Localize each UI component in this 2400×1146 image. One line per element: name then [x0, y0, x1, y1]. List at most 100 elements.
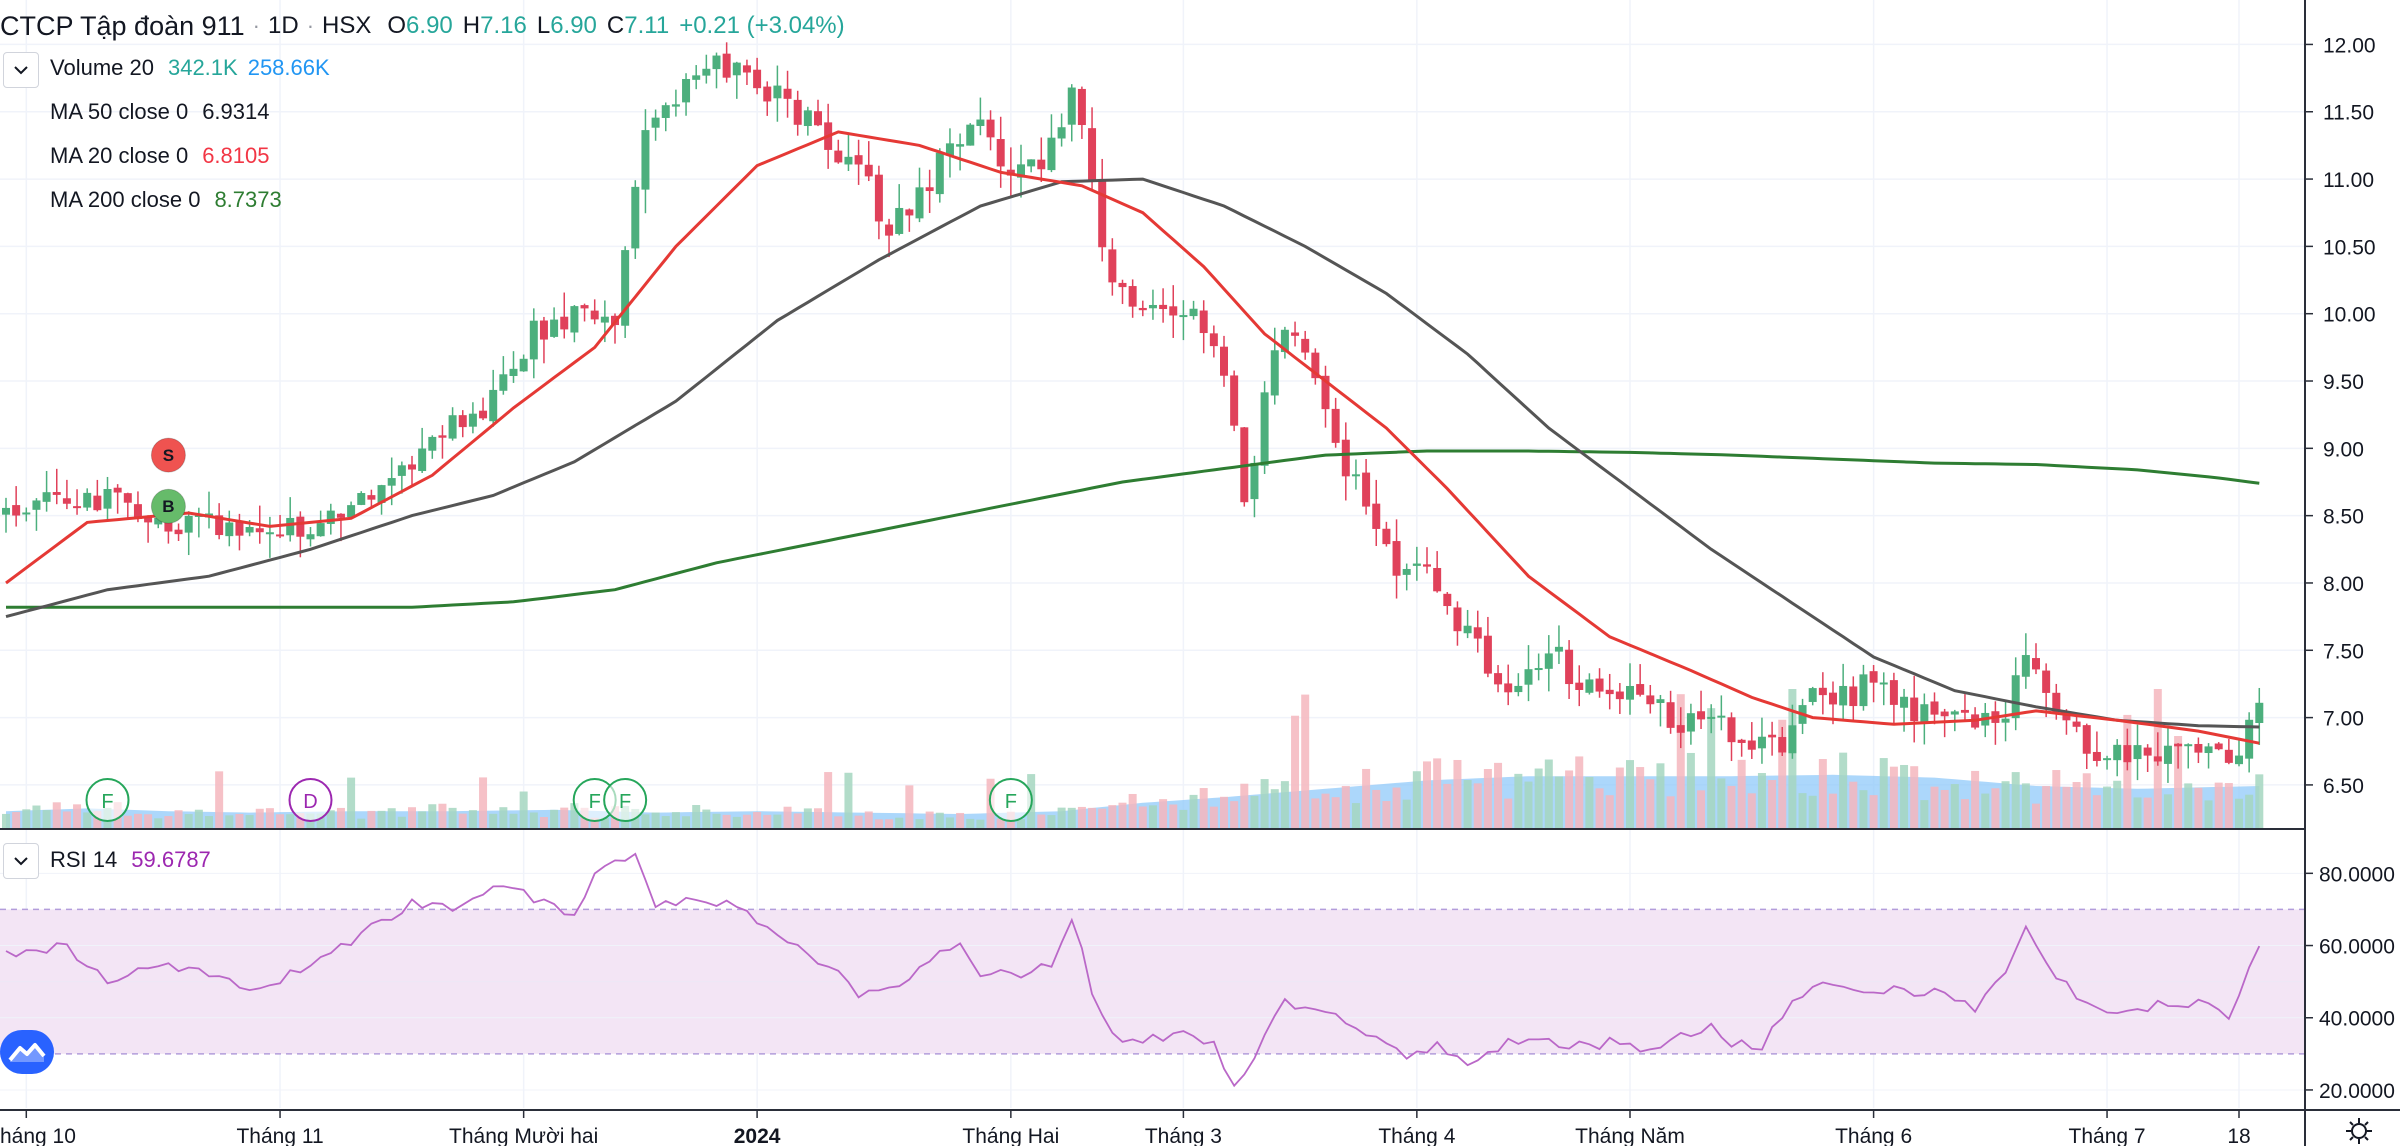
volume-bar — [1991, 788, 2000, 828]
volume-bar — [1473, 783, 1482, 828]
candle-body — [2, 507, 10, 515]
price-tick-label: 7.00 — [2323, 708, 2364, 731]
candle-body — [732, 62, 741, 76]
volume-bar — [1067, 807, 1076, 828]
legend-ma20[interactable]: MA 20 close 0 6.8105 — [50, 136, 269, 176]
candle-body — [529, 320, 538, 360]
price-tick-label: 9.50 — [2323, 371, 2364, 394]
volume-bar — [336, 807, 345, 828]
volume-bar — [1077, 806, 1086, 828]
volume-bar — [1737, 759, 1746, 828]
candle-body — [1707, 716, 1716, 719]
volume-bar — [1240, 783, 1249, 828]
signal-marker-label: S — [163, 446, 174, 465]
volume-bar — [1920, 800, 1929, 828]
legend-volume[interactable]: Volume 20 342.1K 258.66K — [50, 48, 330, 88]
volume-bar — [458, 813, 467, 828]
volume-bar — [387, 808, 396, 828]
candle-body — [83, 492, 92, 508]
volume-bar — [1494, 762, 1503, 828]
volume-value: 342.1K — [167, 55, 238, 80]
volume-bar — [1463, 780, 1472, 828]
volume-bar — [377, 810, 386, 828]
volume-bar — [1950, 784, 1959, 828]
candle-body — [803, 110, 812, 127]
volume-bar — [265, 808, 274, 828]
volume-bar — [600, 817, 609, 828]
candle-body — [519, 358, 528, 372]
volume-bar — [1707, 708, 1716, 828]
candle-body — [144, 517, 153, 523]
candle-body — [1463, 625, 1472, 634]
volume-bar — [1392, 787, 1401, 828]
candle-body — [1950, 711, 1959, 715]
candle-body — [174, 529, 183, 535]
candle-body — [1849, 686, 1858, 707]
candle-body — [1676, 725, 1685, 733]
symbol-name[interactable]: CTCP Tập đoàn 911 — [0, 10, 245, 41]
candle-body — [712, 55, 721, 70]
candle-body — [1199, 310, 1208, 334]
legend-collapse-button[interactable] — [3, 52, 39, 88]
candle-body — [1027, 159, 1036, 167]
candle-body — [570, 306, 579, 333]
candle-body — [184, 515, 193, 533]
candle-body — [560, 316, 569, 330]
volume-bar — [1697, 790, 1706, 828]
volume-bar — [2194, 787, 2203, 828]
volume-bar — [925, 811, 934, 828]
time-tick-label: 2024 — [734, 1125, 781, 1146]
rsi-tick-label: 80.0000 — [2319, 863, 2395, 886]
candle-body — [22, 512, 31, 515]
rsi-value: 59.6787 — [131, 847, 211, 872]
candle-body — [1108, 249, 1117, 283]
signal-marker-circle — [150, 488, 186, 524]
volume-bar — [32, 805, 41, 828]
candle-body — [1636, 684, 1645, 695]
rsi-collapse-button[interactable] — [3, 843, 39, 879]
candle-body — [915, 187, 924, 219]
volume-bar — [1382, 801, 1391, 828]
candle-body — [1534, 668, 1543, 671]
candle-body — [1453, 607, 1462, 632]
candle-body — [428, 436, 437, 451]
volume-bar — [1362, 768, 1371, 828]
volume-bar — [468, 810, 477, 828]
candle-body — [874, 174, 883, 222]
candles — [2, 42, 2264, 783]
candle-body — [1148, 304, 1157, 309]
candle-body — [42, 492, 51, 502]
candle-body — [1889, 680, 1898, 705]
event-marker-circle — [288, 778, 333, 822]
interval-label[interactable]: 1D — [268, 12, 299, 39]
candle-body — [844, 156, 853, 165]
legend-ma50[interactable]: MA 50 close 0 6.9314 — [50, 92, 269, 132]
candle-body — [1686, 713, 1695, 732]
settings-button[interactable] — [2344, 1116, 2374, 1146]
candle-body — [1392, 541, 1401, 576]
candle-body — [1585, 679, 1594, 693]
volume-bar — [1798, 793, 1807, 828]
event-marker-circle — [988, 778, 1033, 822]
event-marker: F — [603, 778, 648, 822]
legend-rsi[interactable]: RSI 14 59.6787 — [50, 840, 211, 880]
legend-ma200[interactable]: MA 200 close 0 8.7373 — [50, 180, 282, 220]
candle-body — [286, 517, 295, 536]
volume-bar — [671, 812, 680, 828]
volume-bar — [367, 810, 376, 828]
candle-body — [1179, 315, 1188, 318]
tradingview-logo[interactable] — [0, 1030, 54, 1074]
candle-body — [1423, 564, 1431, 567]
candle-body — [925, 187, 934, 192]
candle-body — [1209, 333, 1218, 347]
candle-body — [1565, 649, 1574, 685]
candle-body — [245, 526, 254, 533]
candle-body — [783, 88, 792, 99]
candle-body — [1443, 593, 1452, 607]
volume-bar — [1900, 764, 1909, 828]
volume-bar — [885, 819, 894, 828]
volume-bar — [1544, 759, 1553, 828]
candle-body — [1189, 308, 1198, 317]
